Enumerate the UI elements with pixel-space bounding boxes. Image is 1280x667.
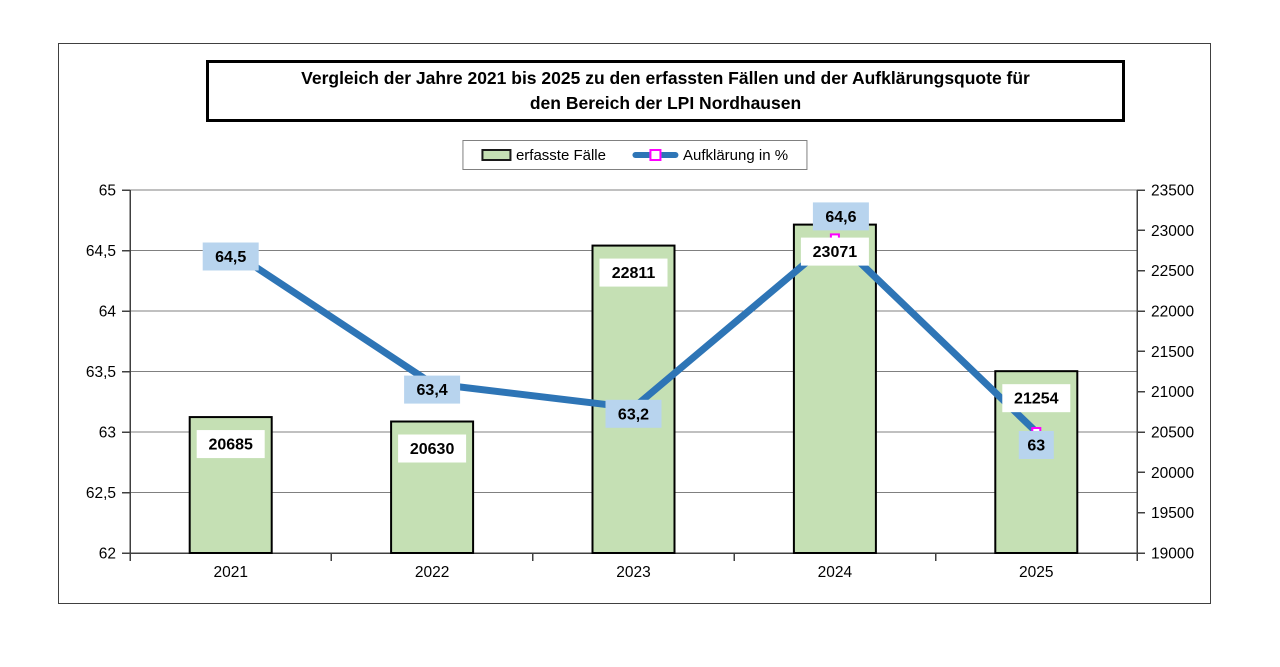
category-label: 2021	[213, 564, 247, 581]
left-axis-tick-label: 62	[99, 546, 116, 563]
category-label: 2024	[818, 564, 853, 581]
line-value-label: 64,6	[825, 209, 856, 226]
right-axis-tick-label: 22500	[1151, 263, 1194, 280]
bar-value-label-box	[800, 237, 869, 266]
left-axis-tick-label: 64	[99, 304, 117, 321]
line-value-label: 64,5	[215, 249, 246, 266]
line-marker-icon	[648, 149, 661, 161]
right-axis-tick-label: 20500	[1151, 425, 1194, 442]
line-value-label-box	[605, 399, 662, 428]
left-axis-tick-label: 64,5	[86, 243, 116, 260]
chart-title-line1: Vergleich der Jahre 2021 bis 2025 zu den…	[301, 68, 1030, 88]
right-axis-tick-label: 23000	[1151, 223, 1194, 240]
right-axis-tick-label: 22000	[1151, 304, 1194, 321]
category-label: 2023	[616, 564, 650, 581]
line-value-label: 63,4	[417, 382, 448, 399]
right-axis-tick-label: 19500	[1151, 505, 1194, 522]
category-label: 2025	[1019, 564, 1053, 581]
line-value-label-box	[1018, 431, 1054, 459]
right-axis-tick-label: 19000	[1151, 546, 1194, 563]
bar-value-label-box	[1002, 384, 1071, 413]
chart-title: Vergleich der Jahre 2021 bis 2025 zu den…	[206, 60, 1125, 122]
bar-value-label-box	[398, 434, 467, 463]
legend: erfasste Fälle Aufklärung in %	[461, 140, 808, 170]
legend-label-bars: erfasste Fälle	[515, 146, 606, 164]
right-axis-tick-label: 20000	[1151, 465, 1194, 482]
bar-value-label: 21254	[1014, 391, 1059, 408]
line-value-label-box	[812, 202, 869, 231]
left-axis-tick-label: 63,5	[86, 364, 116, 381]
bar-swatch-icon	[480, 149, 511, 161]
bar-value-label-box	[599, 258, 668, 287]
right-axis-tick-label: 21000	[1151, 384, 1194, 401]
right-axis-tick-label: 21500	[1151, 344, 1194, 361]
left-axis-tick-label: 63	[99, 425, 116, 442]
bar-value-label: 22811	[612, 265, 656, 282]
legend-item-bars: erfasste Fälle	[480, 146, 606, 164]
line-value-label: 63,2	[618, 406, 649, 423]
legend-item-line: Aufklärung in %	[631, 146, 789, 164]
line-value-label: 63	[1027, 438, 1045, 455]
bar-value-label: 23071	[813, 244, 858, 261]
bar-value-label: 20630	[410, 441, 455, 458]
left-axis-tick-label: 62,5	[86, 485, 116, 502]
bar-2024	[792, 223, 877, 555]
bar-value-label: 20685	[208, 437, 253, 454]
right-axis-tick-label: 23500	[1151, 183, 1194, 200]
legend-label-line: Aufklärung in %	[682, 146, 789, 164]
line-value-label-box	[404, 375, 461, 404]
category-label: 2022	[415, 564, 449, 581]
left-axis-tick-label: 65	[99, 183, 116, 200]
line-value-label-box	[202, 242, 259, 271]
bar-2023	[591, 244, 676, 554]
chart-title-line2: den Bereich der LPI Nordhausen	[529, 93, 802, 113]
line-swatch-icon	[631, 149, 678, 161]
bar-value-label-box	[196, 430, 265, 459]
